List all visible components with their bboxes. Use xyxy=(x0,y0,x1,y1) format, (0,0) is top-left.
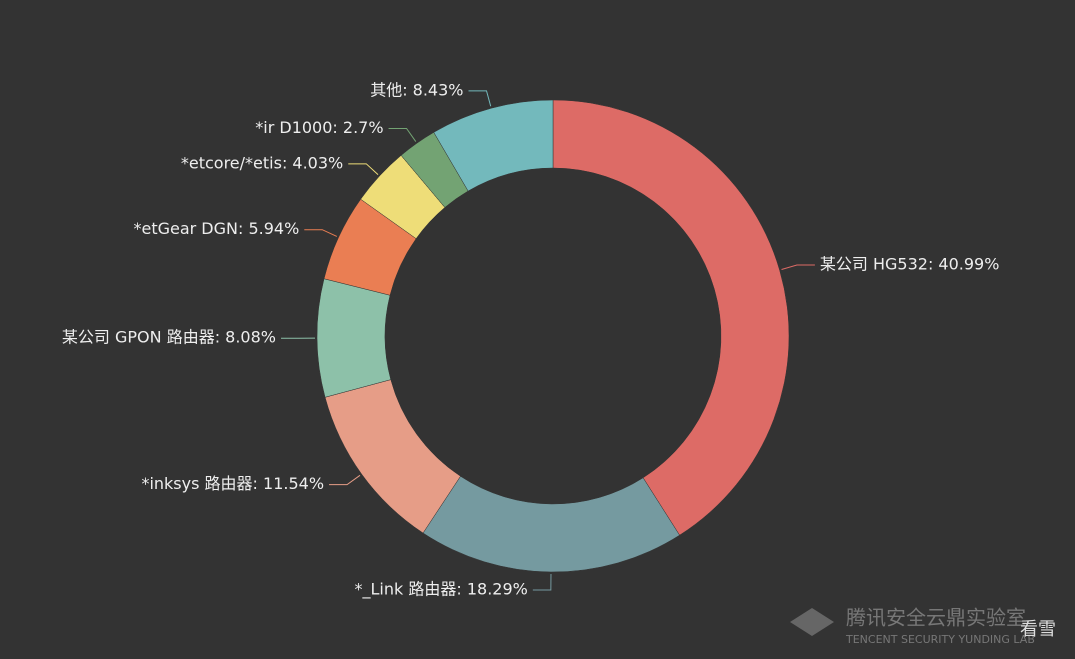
slice-label: *etGear DGN: 5.94% xyxy=(133,219,299,238)
label-line xyxy=(468,90,492,107)
slice xyxy=(433,99,554,192)
slice-label: 其他: 8.43% xyxy=(370,80,463,99)
slice-label: *inksys 路由器: 11.54% xyxy=(141,474,324,493)
label-line xyxy=(348,163,379,176)
label-line xyxy=(388,127,417,142)
slice xyxy=(552,99,790,536)
watermark-subtitle: TENCENT SECURITY YUNDING LAB xyxy=(845,633,1035,646)
label-line xyxy=(781,264,815,271)
slice-label: *_Link 路由器: 18.29% xyxy=(355,579,528,599)
watermark: 腾讯安全云鼎实验室 TENCENT SECURITY YUNDING LAB 看… xyxy=(790,606,1056,646)
label-line xyxy=(304,229,338,237)
label-line xyxy=(329,474,361,486)
slice xyxy=(316,278,392,398)
slice-label: *etcore/*etis: 4.03% xyxy=(181,153,343,172)
watermark-logo xyxy=(790,608,834,636)
slice-label: *ir D1000: 2.7% xyxy=(255,118,383,137)
watermark-title: 腾讯安全云鼎实验室 xyxy=(846,606,1026,630)
slice-label: 某公司 HG532: 40.99% xyxy=(820,255,1000,274)
slice-label: 某公司 GPON 路由器: 8.08% xyxy=(62,328,276,347)
label-line xyxy=(532,573,552,591)
slice xyxy=(422,475,680,573)
watermark-badge: 看雪 xyxy=(1020,619,1056,640)
